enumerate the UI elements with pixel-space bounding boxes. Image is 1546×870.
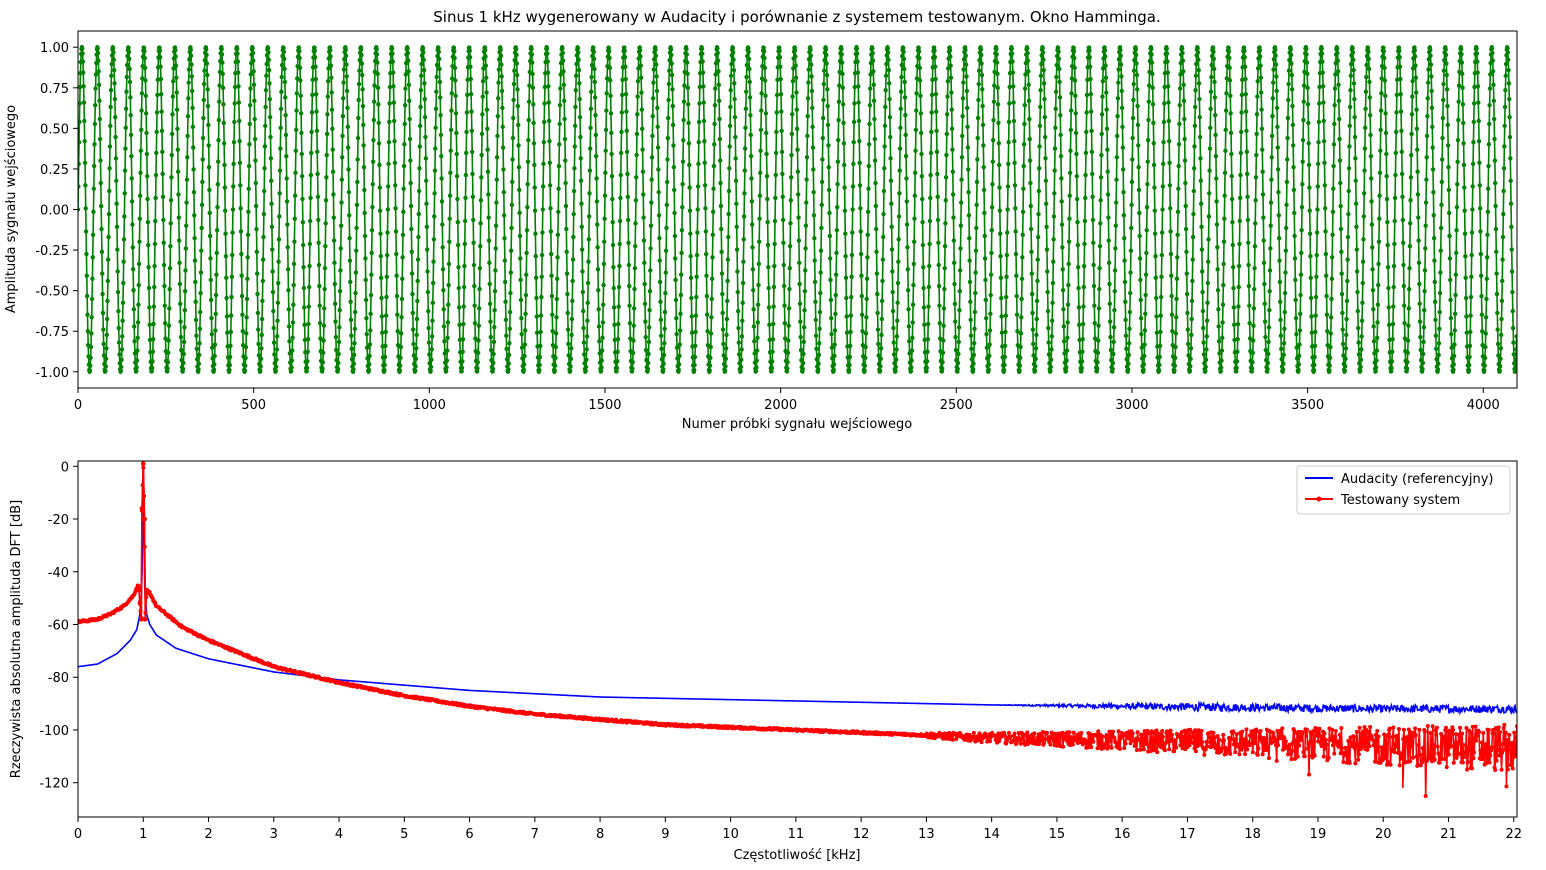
y-axis-ticks: 0 -20 -40 -60 -80 -100 -120 — [39, 460, 78, 792]
x-tick-label: 2 — [204, 827, 212, 842]
tested-system-line — [78, 467, 1517, 796]
plot-frame — [77, 30, 1518, 389]
sine-signal-series — [78, 44, 1517, 375]
x-tick-label: 1000 — [413, 398, 446, 413]
y-axis-label: Amplituda sygnału wejściowego — [4, 105, 19, 313]
x-tick-label: 5 — [400, 827, 408, 842]
x-tick-label: 19 — [1310, 827, 1327, 842]
x-axis-label: Częstotliwość [kHz] — [734, 848, 861, 863]
y-tick-label: -1.00 — [35, 366, 69, 381]
signal-markers — [78, 45, 1517, 374]
signal-line — [78, 44, 1517, 375]
x-tick-label: 16 — [1114, 827, 1131, 842]
x-tick-label: 22 — [1505, 827, 1522, 842]
chart-title: Sinus 1 kHz wygenerowany w Audacity i po… — [433, 8, 1160, 26]
legend-box — [1296, 465, 1511, 515]
x-tick-label: 6 — [465, 827, 473, 842]
x-tick-label: 3 — [270, 827, 278, 842]
x-tick-label: 13 — [918, 827, 935, 842]
spectrum-series — [78, 461, 1517, 798]
x-tick-label: 7 — [531, 827, 539, 842]
tested-system-markers — [78, 461, 1517, 798]
x-tick-label: 18 — [1244, 827, 1261, 842]
x-tick-label: 2500 — [940, 398, 973, 413]
x-tick-label: 12 — [853, 827, 870, 842]
x-tick-label: 0 — [74, 827, 82, 842]
x-tick-label: 3000 — [1115, 398, 1148, 413]
x-axis-ticks: 0 500 1000 1500 2000 2500 3000 3500 4000 — [74, 388, 1500, 413]
y-axis-ticks: -1.00 -0.75 -0.50 -0.25 0.00 0.25 0.50 0.75 1.00 — [35, 41, 78, 381]
time-domain-chart: Sinus 1 kHz wygenerowany w Audacity i po… — [4, 8, 1518, 432]
y-tick-label: 0.25 — [40, 163, 69, 178]
x-tick-label: 17 — [1179, 827, 1196, 842]
x-tick-label: 21 — [1440, 827, 1457, 842]
x-tick-label: 2000 — [764, 398, 797, 413]
x-tick-label: 9 — [661, 827, 669, 842]
x-tick-label: 4 — [335, 827, 343, 842]
x-axis-ticks: 0 1 2 3 4 5 6 7 8 9 10 11 12 13 14 15 16 17 18 19 20 21 22 — [74, 817, 1522, 842]
x-tick-label: 10 — [722, 827, 739, 842]
y-tick-label: -40 — [48, 566, 69, 581]
x-tick-label: 11 — [788, 827, 805, 842]
y-tick-label: 1.00 — [40, 41, 69, 56]
legend-marker-tested-system — [1316, 496, 1322, 502]
y-tick-label: 0.50 — [40, 122, 69, 137]
x-tick-label: 1500 — [588, 398, 621, 413]
audacity-line — [78, 479, 1517, 716]
y-tick-label: -100 — [39, 724, 69, 739]
y-tick-label: -0.50 — [35, 285, 69, 300]
y-tick-label: -120 — [39, 777, 69, 792]
y-tick-label: 0 — [61, 460, 69, 475]
x-tick-label: 500 — [241, 398, 266, 413]
y-tick-label: -80 — [48, 671, 69, 686]
x-tick-label: 4000 — [1467, 398, 1500, 413]
y-tick-label: -0.75 — [35, 325, 69, 340]
y-tick-label: -0.25 — [35, 244, 69, 259]
x-tick-label: 20 — [1375, 827, 1392, 842]
y-axis-label: Rzeczywista absolutna amplituda DFT [dB] — [9, 500, 24, 778]
x-tick-label: 14 — [983, 827, 1000, 842]
x-tick-label: 0 — [74, 398, 82, 413]
legend-label-tested-system: Testowany system — [1340, 493, 1460, 508]
x-tick-label: 15 — [1049, 827, 1066, 842]
legend: Audacity (referencyjny) Testowany system — [1296, 465, 1511, 515]
plot-frame — [77, 460, 1518, 818]
y-tick-label: -60 — [48, 618, 69, 633]
y-tick-label: 0.00 — [40, 204, 69, 219]
x-tick-label: 1 — [139, 827, 147, 842]
y-tick-label: -20 — [48, 513, 69, 528]
x-tick-label: 3500 — [1291, 398, 1324, 413]
legend-label-audacity: Audacity (referencyjny) — [1341, 472, 1494, 487]
x-axis-label: Numer próbki sygnału wejściowego — [682, 417, 912, 432]
x-tick-label: 8 — [596, 827, 604, 842]
y-tick-label: 0.75 — [40, 82, 69, 97]
spectrum-chart: 0 1 2 3 4 5 6 7 8 9 10 11 12 13 14 15 16 17 18 19 20 21 22 0-2… — [9, 460, 1522, 863]
